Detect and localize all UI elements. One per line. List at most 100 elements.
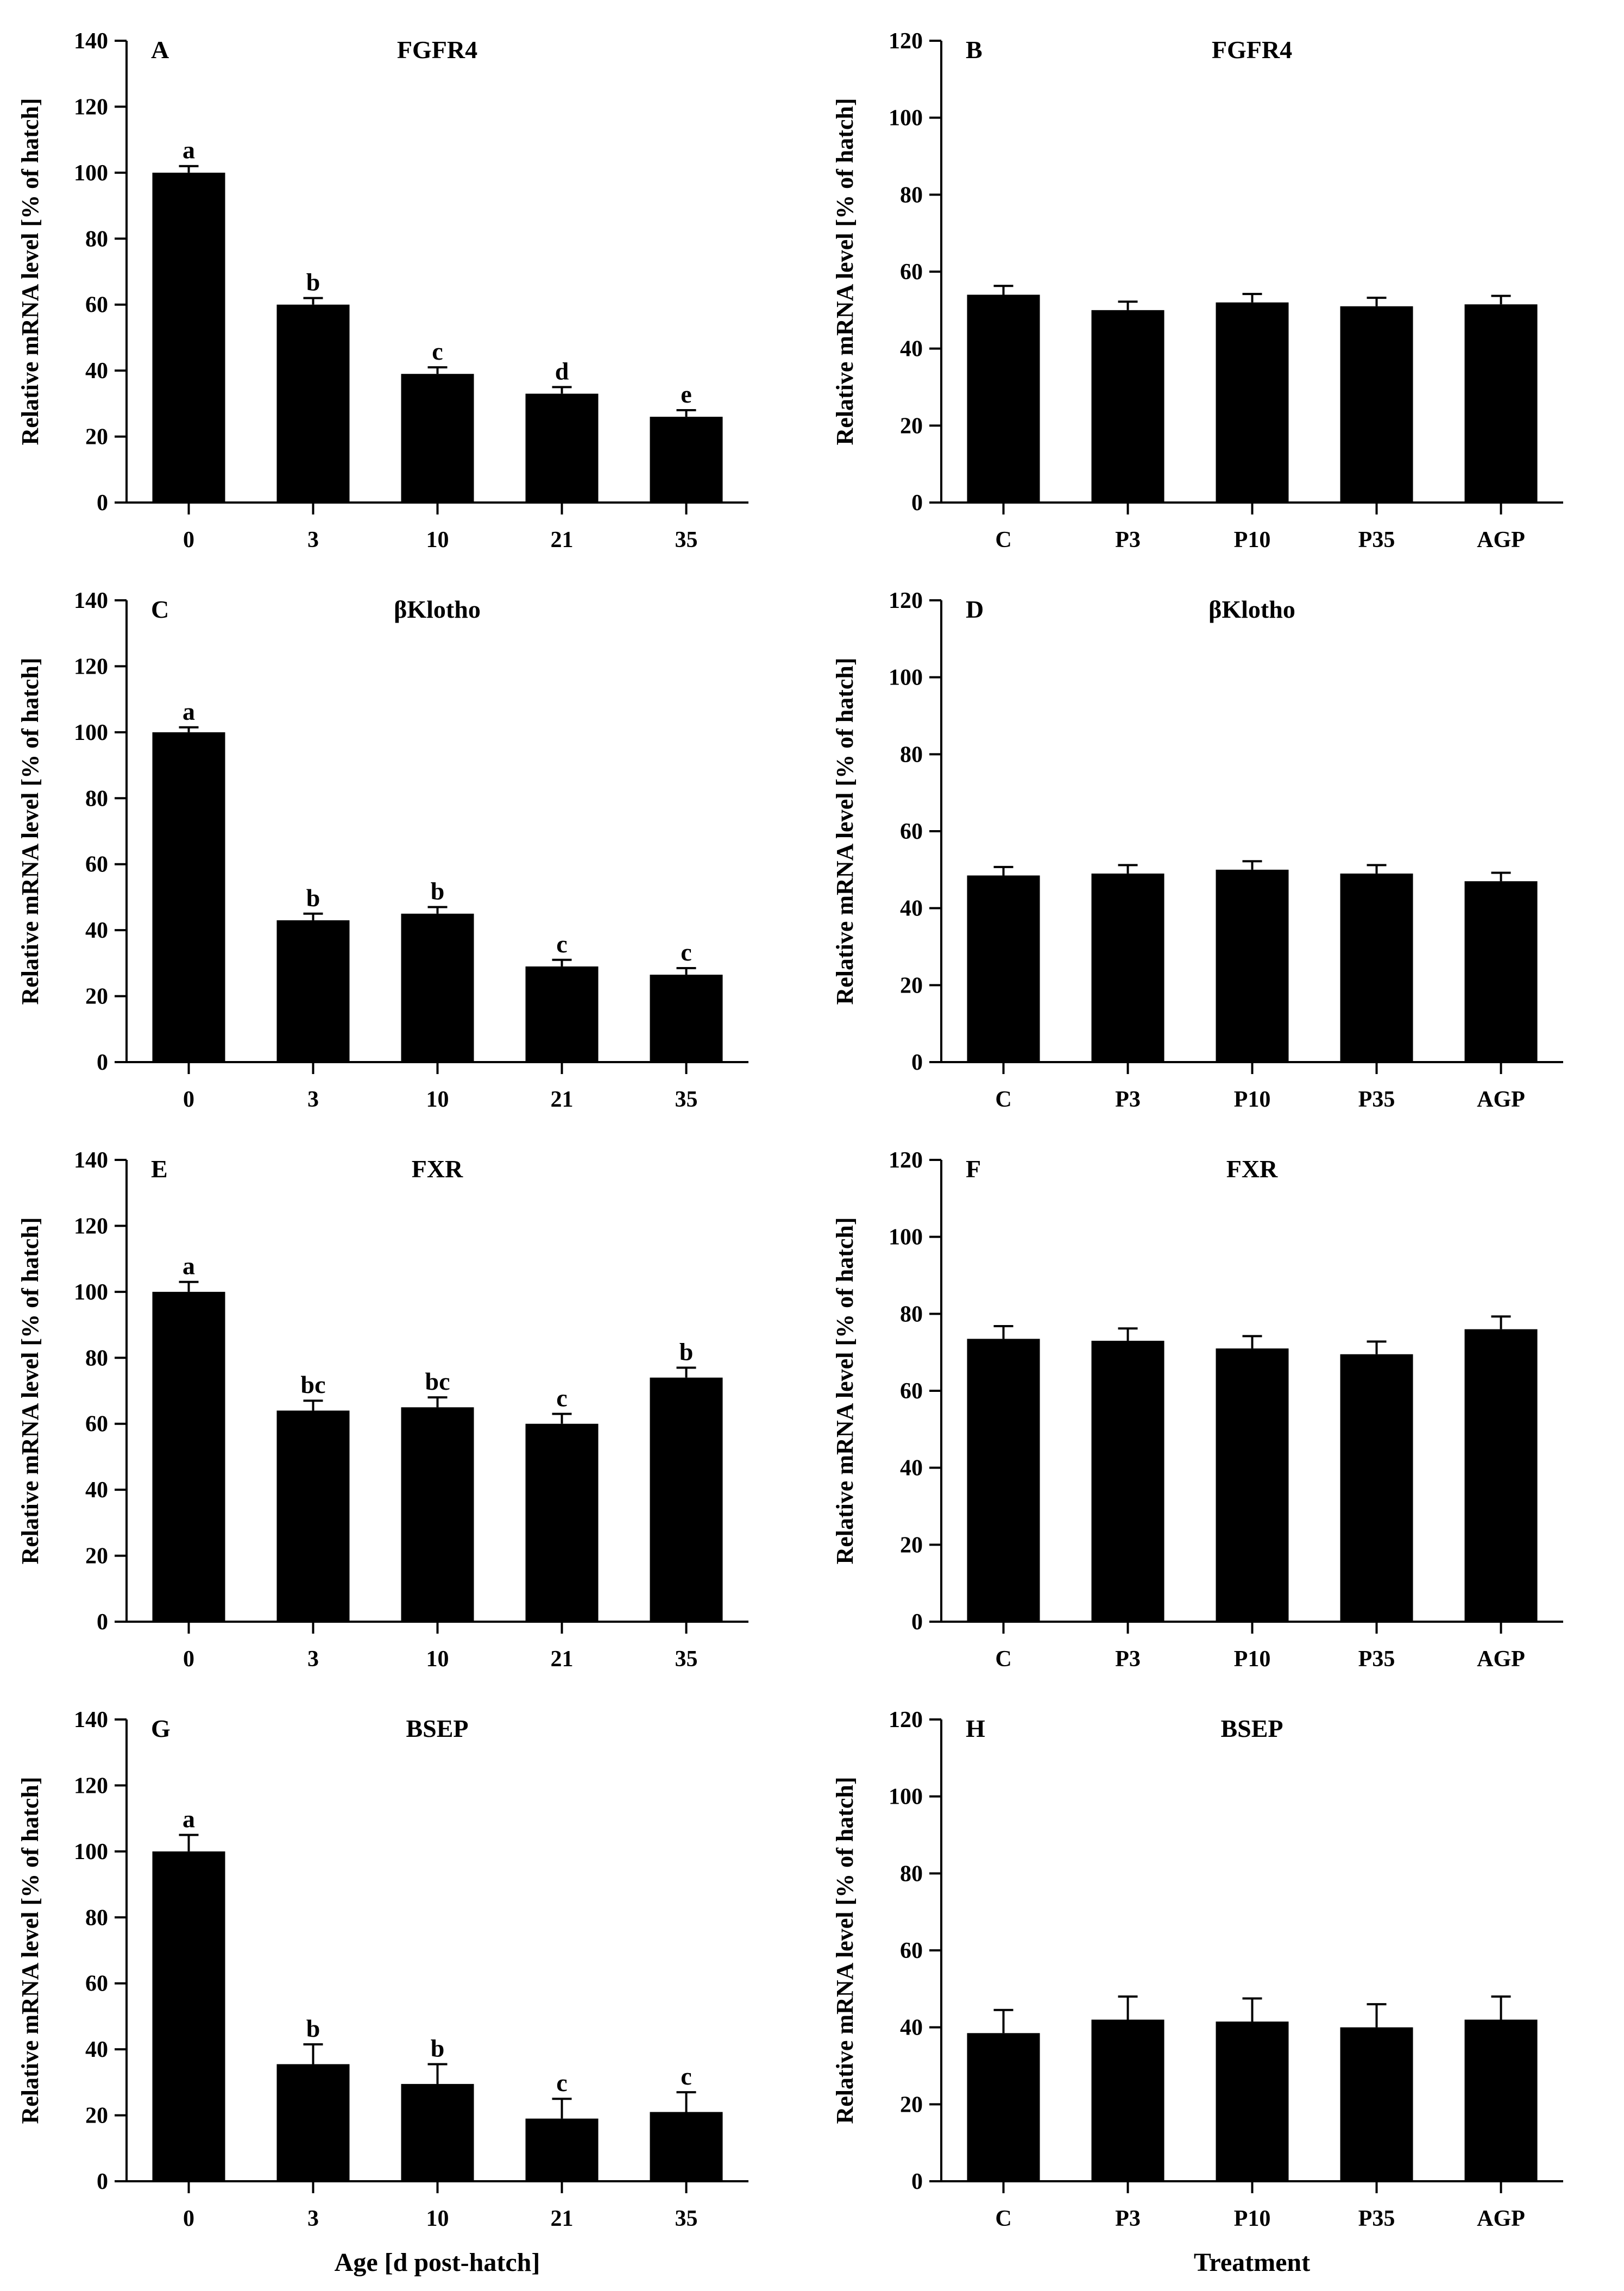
x-tick-label: AGP [1477,1647,1525,1672]
bar-0 [152,1851,225,2181]
y-tick-label: 140 [74,29,108,54]
y-tick-label: 20 [900,1533,923,1558]
y-tick-label: 80 [900,742,923,767]
x-tick-label: AGP [1477,528,1525,553]
significance-letter: a [182,698,195,725]
chart-panel-c: 0 20 40 60 80 100 120 140 0 a 3 b 10 b 21 c 35 c C βKlotho R… [17,588,748,1112]
y-tick-label: 20 [900,973,923,998]
bar-P35 [1340,2027,1413,2181]
bar-0 [152,732,225,1062]
x-tick-label: 3 [307,2206,319,2231]
significance-letter: e [681,380,691,408]
bar-P10 [1216,1348,1289,1622]
bar-10 [401,2083,474,2181]
y-tick-label: 80 [900,1302,923,1327]
y-tick-label: 40 [85,1478,108,1503]
y-tick-label: 120 [74,654,108,679]
bar-P3 [1091,1340,1165,1622]
significance-letter: bc [301,1371,326,1398]
x-tick-label: P3 [1115,1087,1141,1112]
bar-P3 [1091,2019,1165,2181]
bar-21 [525,2118,599,2181]
y-tick-label: 60 [85,293,108,318]
y-tick-label: 80 [85,1905,108,1930]
significance-letter: b [431,877,445,905]
y-tick-label: 100 [74,1840,108,1865]
x-tick-label: C [995,528,1011,553]
chart-panel-f: 0 20 40 60 80 100 120 C P3 P10 P35 AGP F FXR Relative … [832,1148,1563,1672]
y-tick-label: 80 [85,227,108,252]
x-axis-label: Treatment [1194,2248,1310,2277]
bar-P3 [1091,310,1165,503]
significance-letter: b [431,2034,445,2062]
y-tick-label: 120 [889,588,923,613]
x-tick-label: 0 [183,2206,194,2231]
x-tick-label: 21 [551,2206,574,2231]
bar-AGP [1464,1329,1538,1622]
y-tick-label: 120 [889,1708,923,1733]
y-tick-label: 60 [85,1412,108,1437]
bar-AGP [1464,881,1538,1062]
bar-C [967,1339,1040,1622]
bar-P3 [1091,873,1165,1062]
bar-10 [401,1407,474,1622]
y-tick-label: 0 [97,1050,108,1075]
y-tick-label: 100 [74,1280,108,1305]
x-tick-label: AGP [1477,2206,1525,2231]
y-axis-label: Relative mRNA level [% of hatch] [17,1777,43,2124]
y-tick-label: 40 [900,896,923,921]
x-tick-label: P35 [1358,1647,1395,1672]
y-tick-label: 100 [74,161,108,186]
x-tick-label: P3 [1115,2206,1141,2231]
y-tick-label: 40 [85,918,108,943]
y-tick-label: 40 [900,1456,923,1481]
bar-35 [650,1377,723,1622]
bar-3 [276,920,350,1062]
bar-35 [650,975,723,1062]
bar-AGP [1464,2019,1538,2181]
y-tick-label: 140 [74,588,108,613]
y-tick-label: 80 [85,1346,108,1371]
y-tick-label: 100 [889,1225,923,1250]
bar-0 [152,172,225,503]
panel-title: FGFR4 [397,36,477,64]
y-tick-label: 120 [74,95,108,120]
panel-letter: G [151,1715,171,1742]
x-tick-label: C [995,2206,1011,2231]
x-tick-label: P10 [1234,2206,1271,2231]
chart-panel-g: 0 20 40 60 80 100 120 140 0 a 3 b 10 b 21 c 35 c G BSEP Rela… [17,1708,748,2277]
y-tick-label: 40 [900,337,923,362]
y-tick-label: 100 [889,666,923,691]
y-axis-label: Relative mRNA level [% of hatch] [17,657,43,1005]
x-tick-label: 35 [675,528,698,553]
y-tick-label: 120 [74,1773,108,1798]
y-tick-label: 20 [85,984,108,1009]
panel-letter: B [966,36,983,64]
panel-letter: F [966,1155,981,1183]
y-tick-label: 120 [889,1148,923,1173]
x-tick-label: P10 [1234,1087,1271,1112]
y-axis-label: Relative mRNA level [% of hatch] [832,1217,858,1564]
x-tick-label: C [995,1087,1011,1112]
y-tick-label: 0 [911,1610,923,1635]
panel-title: FGFR4 [1212,36,1292,64]
y-axis-label: Relative mRNA level [% of hatch] [17,98,43,445]
y-tick-label: 0 [97,2169,108,2194]
panel-title: βKlotho [1208,595,1295,623]
x-tick-label: 21 [551,1087,574,1112]
x-tick-label: AGP [1477,1087,1525,1112]
y-axis-label: Relative mRNA level [% of hatch] [832,1777,858,2124]
y-axis-label: Relative mRNA level [% of hatch] [832,657,858,1005]
y-tick-label: 20 [900,413,923,438]
y-tick-label: 60 [900,1938,923,1963]
bar-0 [152,1291,225,1622]
y-tick-label: 60 [85,852,108,877]
x-tick-label: 3 [307,1647,319,1672]
chart-panel-h: 0 20 40 60 80 100 120 C P3 P10 P35 AGP H BSEP Relative… [832,1708,1563,2277]
y-tick-label: 80 [85,786,108,811]
significance-letter: a [182,1805,195,1833]
significance-letter: b [679,1338,694,1366]
panel-letter: C [151,595,169,623]
bar-35 [650,2112,723,2181]
